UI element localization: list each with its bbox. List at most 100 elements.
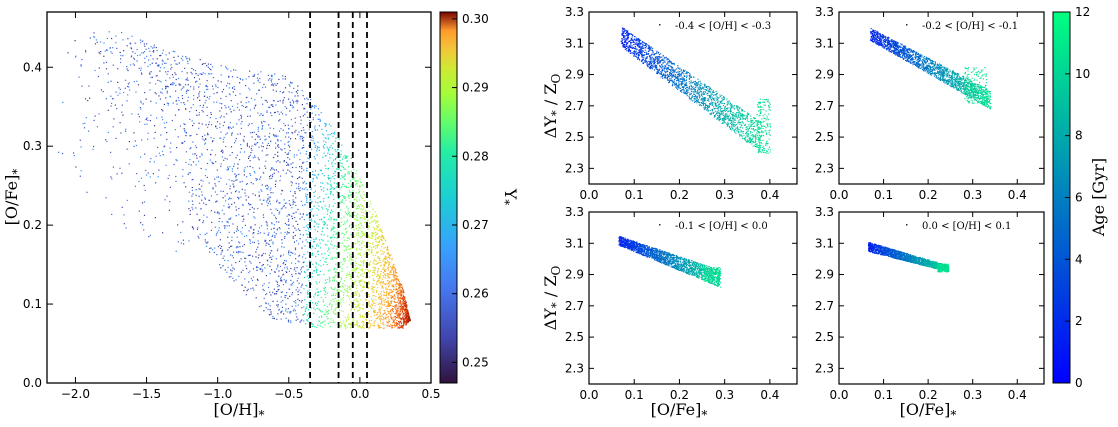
data-point (395, 317, 397, 319)
data-point (369, 305, 371, 307)
data-point (316, 303, 319, 305)
data-point (383, 263, 385, 265)
data-point (313, 225, 315, 228)
data-point (691, 96, 693, 98)
data-point (402, 299, 405, 302)
data-point (277, 139, 279, 141)
colorbar-tick-label: 0.27 (462, 218, 489, 232)
data-point (255, 256, 257, 258)
data-point (353, 229, 355, 231)
data-point (165, 88, 167, 90)
data-point (678, 78, 680, 80)
data-point (306, 285, 308, 287)
data-point (286, 231, 288, 233)
data-point (652, 47, 654, 49)
data-point (271, 250, 273, 252)
data-point (401, 317, 403, 319)
data-point (233, 109, 235, 111)
data-point (350, 157, 352, 159)
data-point (205, 88, 208, 91)
data-point (223, 205, 225, 207)
data-point (405, 314, 407, 316)
data-point (327, 168, 329, 170)
data-point (140, 100, 142, 102)
data-point (334, 174, 336, 177)
data-point (337, 198, 340, 200)
data-point (706, 85, 708, 87)
data-point (348, 171, 350, 173)
data-point (277, 283, 279, 285)
data-point (174, 51, 176, 53)
data-point (373, 270, 375, 272)
data-point (754, 139, 756, 141)
data-point (202, 138, 204, 140)
data-point (365, 209, 367, 212)
data-point (716, 118, 718, 120)
data-point (214, 247, 216, 249)
data-point (674, 69, 676, 71)
data-point (360, 223, 362, 225)
data-point (363, 260, 365, 262)
data-point (307, 98, 309, 101)
data-point (229, 206, 231, 208)
data-point (686, 89, 688, 91)
data-point (322, 145, 324, 147)
data-point (344, 221, 346, 223)
data-point (753, 141, 755, 143)
data-point (408, 314, 410, 316)
data-point (244, 278, 246, 280)
data-point (149, 120, 151, 122)
data-point (273, 172, 275, 174)
data-point (393, 272, 395, 274)
data-point (710, 94, 712, 96)
data-point (400, 307, 402, 309)
data-point (310, 189, 312, 191)
data-point (156, 117, 158, 119)
data-point (245, 265, 247, 267)
data-point (333, 178, 335, 180)
data-point (345, 277, 347, 279)
data-point (371, 291, 374, 293)
data-point (185, 161, 187, 163)
data-point (734, 116, 736, 118)
data-point (314, 185, 316, 187)
data-point (383, 300, 385, 302)
data-point (199, 188, 201, 190)
data-point (80, 146, 82, 148)
data-point (209, 73, 211, 75)
data-point (327, 174, 329, 177)
data-point (731, 129, 733, 131)
data-point (366, 259, 368, 261)
data-point (661, 76, 663, 78)
data-point (409, 320, 411, 322)
data-point (214, 183, 216, 185)
data-point (230, 276, 232, 278)
data-point (346, 206, 348, 208)
data-point (732, 106, 734, 108)
data-point (170, 151, 172, 153)
data-point (388, 267, 390, 269)
data-point (321, 230, 323, 233)
data-point (681, 91, 683, 93)
data-point (327, 210, 329, 212)
data-point (760, 151, 762, 153)
data-point (374, 269, 377, 271)
data-point (215, 125, 217, 128)
data-point (198, 127, 200, 129)
data-point (105, 68, 108, 70)
data-point (372, 233, 374, 235)
data-point (396, 291, 398, 293)
data-point (701, 88, 703, 90)
data-point (672, 74, 674, 76)
data-point (311, 130, 313, 133)
data-point (327, 137, 329, 139)
data-point (388, 254, 390, 256)
data-point (367, 287, 369, 289)
data-point (399, 297, 401, 299)
data-point (295, 270, 297, 272)
data-point (227, 127, 229, 129)
data-point (243, 151, 246, 153)
data-point (400, 303, 402, 305)
data-point (350, 301, 352, 303)
data-point (362, 241, 364, 243)
